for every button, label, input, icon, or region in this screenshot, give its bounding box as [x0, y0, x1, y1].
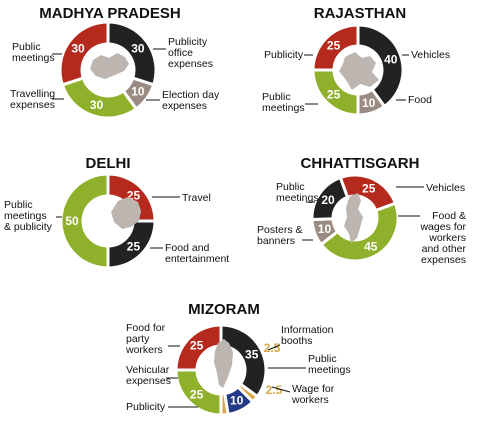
chhattisgarh-map-icon [344, 193, 363, 243]
slice-value-label: 50 [65, 214, 79, 228]
slice-category-label: Food & wages for workers and other expenses [419, 210, 466, 266]
mizoram-donut-chart [174, 323, 268, 417]
leader-line [267, 344, 281, 351]
slice-value-label: 40 [384, 52, 398, 66]
madhya-pradesh-donut-chart [58, 20, 158, 120]
chart-title: DELHI [86, 155, 131, 172]
rajasthan-map-icon [339, 52, 379, 90]
slice-category-label: Publicity [264, 49, 304, 61]
slice-value-label: 10 [318, 222, 332, 236]
rajasthan-donut-chart [311, 23, 405, 117]
slice-category-label: Publicity [126, 401, 166, 413]
slice-value-label: 2.5 [266, 383, 283, 397]
slice-value-label: 25 [190, 339, 204, 353]
leader-line [271, 386, 291, 393]
slice-category-label: Posters & banners [257, 224, 303, 247]
slice-category-label: Publicity office expenses [168, 36, 213, 70]
chart-title: MIZORAM [188, 301, 260, 318]
slice-food-for-party-workers [219, 323, 268, 399]
chart-title: MADHYA PRADESH [39, 5, 180, 22]
mizoram-map-icon [214, 339, 233, 388]
slice-public-meetings-publicity [59, 172, 110, 270]
slice-category-label: Food for party workers [125, 322, 166, 356]
slice-value-label: 25 [327, 87, 341, 101]
slice-value-label: 25 [327, 39, 341, 53]
slice-category-label: Public meetings & publicity [4, 199, 53, 233]
slice-category-label: Travelling expenses [10, 88, 55, 111]
slice-category-label: Food and entertainment [165, 242, 229, 265]
slice-food-wages-for-workers-and-other-expenses [319, 201, 400, 263]
slice-category-label: Information booths [281, 324, 334, 347]
slice-value-label: 45 [364, 239, 378, 253]
chart-title: RAJASTHAN [314, 5, 407, 22]
delhi-donut-chart [59, 172, 157, 270]
slice-category-label: Food [408, 94, 432, 106]
slice-value-label: 10 [362, 96, 376, 110]
slice-value-label: 20 [321, 193, 335, 207]
delhi-map-icon [111, 197, 141, 229]
slice-value-label: 10 [230, 394, 244, 408]
slice-category-label: Vehicular expenses [126, 364, 171, 387]
slice-publicity [311, 23, 360, 72]
slice-category-label: Vehicles [426, 182, 465, 194]
slice-value-label: 25 [127, 239, 141, 253]
slice-vehicles [356, 23, 405, 109]
slice-vehicular-expenses [174, 323, 223, 372]
slice-public-meetings [58, 20, 110, 87]
slice-category-label: Public meetings [12, 41, 55, 64]
slice-value-label: 35 [245, 347, 259, 361]
slice-value-label: 25 [362, 182, 376, 196]
slice-category-label: Public meetings [308, 353, 351, 376]
slice-value-label: 30 [71, 41, 85, 55]
slice-public-meetings [310, 175, 350, 222]
slice-value-label: 10 [131, 85, 145, 99]
slice-value-label: 25 [190, 387, 204, 401]
slice-category-label: Public meetings [262, 91, 305, 114]
chart-title: CHHATTISGARH [301, 155, 420, 172]
slice-category-label: Wage for workers [291, 383, 335, 406]
slice-category-label: Election day expenses [162, 89, 220, 112]
slice-category-label: Travel [182, 192, 211, 204]
state-map-silhouettes [90, 52, 379, 388]
slice-value-label: 30 [90, 98, 104, 112]
slice-value-label: 30 [131, 41, 145, 55]
slice-category-label: Public meetings [276, 181, 319, 204]
madhya-pradesh-map-icon [90, 53, 129, 79]
slice-category-label: Vehicles [411, 49, 450, 61]
chhattisgarh-donut-chart [310, 173, 400, 263]
